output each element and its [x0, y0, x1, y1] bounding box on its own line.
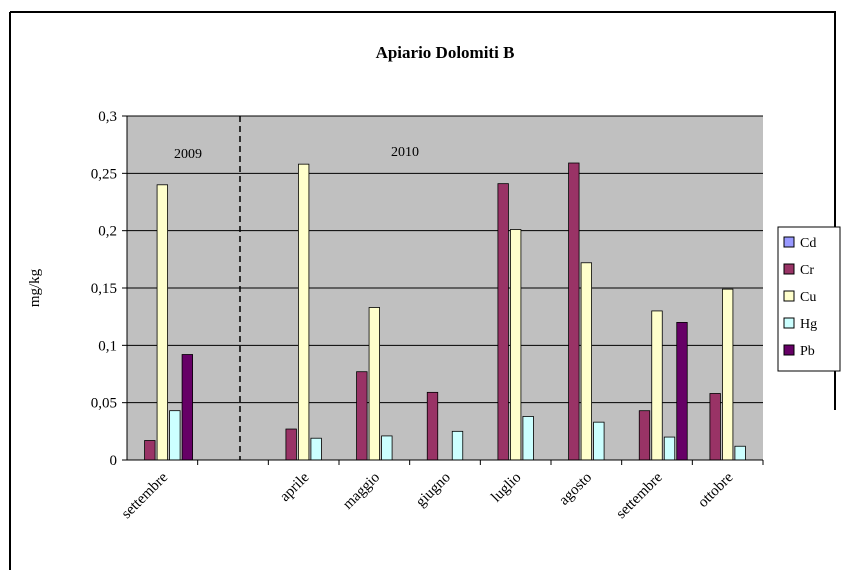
legend-swatch-hg — [783, 317, 795, 329]
y-tick-label: 0,05 — [91, 396, 117, 412]
x-axis-ticks: settembre aprile maggio giugno luglio agosto s… — [119, 460, 764, 522]
x-tick-label: aprile — [277, 469, 313, 505]
bar-cu — [580, 262, 592, 461]
gridlines — [127, 115, 763, 404]
legend-label-cu: Cu — [800, 290, 816, 305]
x-tick-label: luglio — [488, 470, 524, 506]
chart-title: Apiario Dolomiti B — [376, 43, 515, 62]
legend-label-pb: Pb — [800, 344, 815, 359]
bar-pb — [181, 354, 193, 461]
bar-cu — [156, 184, 168, 461]
y-tick-label: 0,1 — [98, 338, 117, 354]
bar-cr — [356, 371, 368, 461]
bar-cr — [638, 410, 651, 461]
bar-hg — [451, 430, 464, 461]
bar-hg — [169, 410, 181, 461]
bar-hg — [734, 445, 746, 461]
bar-cu — [722, 288, 734, 461]
legend-label-cd: Cd — [800, 236, 816, 251]
legend-swatch-cd — [783, 236, 795, 248]
legend-swatch-cu — [783, 290, 795, 302]
x-tick-label: giugno — [413, 470, 454, 511]
legend-label-hg: Hg — [800, 317, 817, 332]
period-label-2009: 2009 — [174, 147, 202, 162]
bar-cr — [144, 440, 156, 461]
bar-cr — [497, 183, 509, 461]
bar-hg — [593, 421, 605, 461]
bar-hg — [663, 436, 676, 461]
y-axis-ticks: 0 0,05 0,1 0,15 0,2 0,25 0,3 — [91, 109, 127, 469]
x-tick-label: settembre — [119, 469, 172, 522]
bar-pb — [676, 321, 688, 461]
bar-cr — [426, 391, 439, 461]
y-tick-label: 0,2 — [98, 224, 117, 240]
bar-hg — [381, 435, 393, 461]
x-tick-label: maggio — [340, 470, 383, 513]
y-tick-label: 0,15 — [91, 281, 117, 297]
legend-label-cr: Cr — [800, 263, 814, 278]
y-tick-label: 0,25 — [91, 166, 117, 182]
legend: Cd Cr Cu Hg Pb — [783, 236, 817, 359]
bar-cr — [568, 162, 580, 461]
period-label-2010: 2010 — [391, 145, 419, 160]
x-tick-label: ottobre — [695, 469, 737, 511]
legend-swatch-pb — [783, 344, 795, 356]
bar-hg — [522, 416, 534, 461]
y-tick-label: 0 — [110, 453, 118, 469]
y-axis-label: mg/kg — [27, 268, 43, 307]
bar-cu — [298, 163, 310, 461]
x-tick-label: settembre — [613, 469, 666, 522]
bar-cu — [368, 307, 380, 461]
y-tick-label: 0,3 — [98, 109, 117, 125]
bar-cu — [651, 310, 663, 461]
bar-cr — [709, 393, 721, 461]
bar-cr — [285, 428, 297, 461]
bar-hg — [310, 437, 322, 461]
legend-swatch-cr — [783, 263, 795, 275]
x-tick-label: agosto — [556, 470, 595, 509]
bar-cu — [510, 229, 522, 461]
